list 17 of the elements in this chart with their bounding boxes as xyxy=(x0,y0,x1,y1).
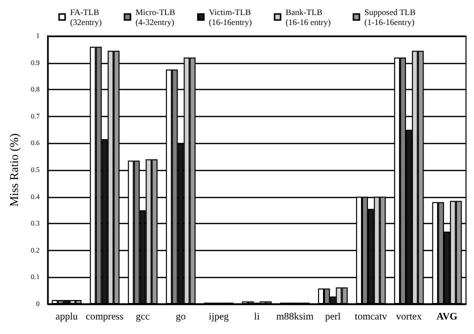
x-tick-label: gcc xyxy=(136,312,150,322)
x-tick-label: ijpeg xyxy=(208,312,229,322)
x-tick-label: m88ksim xyxy=(276,312,314,322)
y-axis-title: Miss Ratio (%) xyxy=(7,133,21,207)
x-tick-label: perl xyxy=(325,312,341,322)
legend-label: Supposed TLB (1-16-16entry) xyxy=(364,7,416,27)
x-tick-label: li xyxy=(254,312,260,322)
x-tick-label: go xyxy=(176,312,186,322)
x-tick-label: compress xyxy=(86,312,124,322)
legend-label: FA-TLB (32entry) xyxy=(70,7,102,27)
legend-label: Bank-TLB (16-16 entry) xyxy=(286,7,331,27)
x-tick-label: vortex xyxy=(396,312,422,322)
legend-label: Micro-TLB (4-32entry) xyxy=(135,7,176,27)
legend-label: Victim-TLB (16-16entry) xyxy=(208,7,252,27)
x-tick-label: applu xyxy=(56,312,78,322)
x-tick-label: AVG xyxy=(436,312,458,322)
x-tick-label: tomcatv xyxy=(354,312,388,322)
